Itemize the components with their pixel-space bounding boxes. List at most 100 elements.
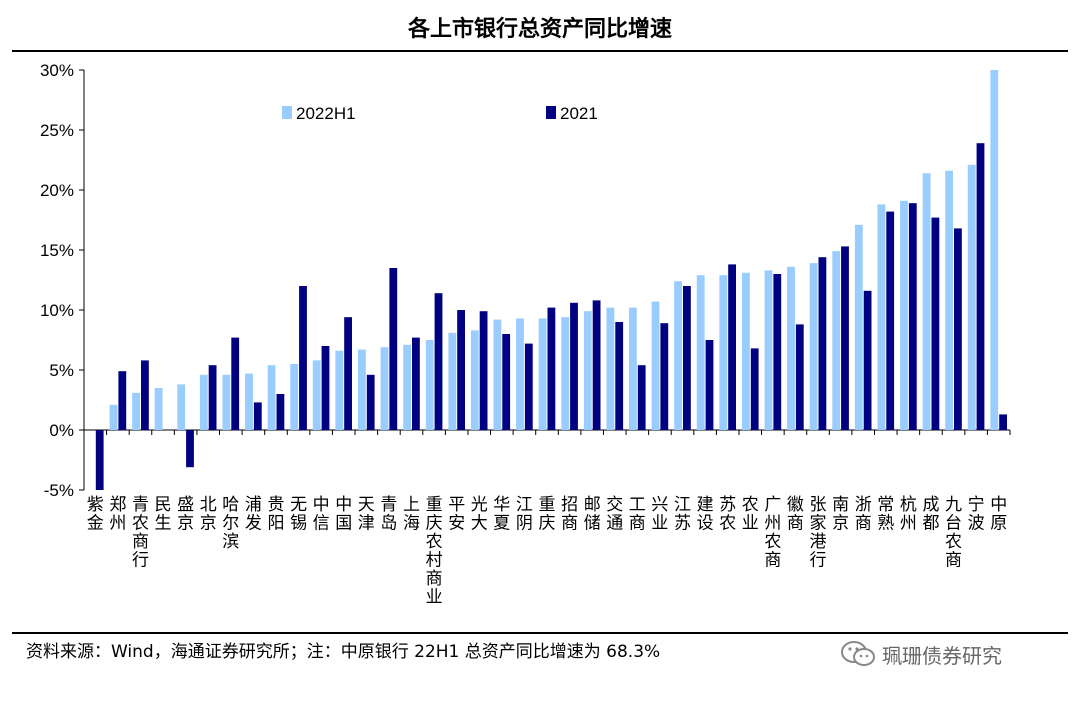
y-tick-label: 10% [40, 301, 74, 320]
y-tick-label: 20% [40, 181, 74, 200]
bar-2022h1 [583, 311, 592, 430]
bar-2022h1 [945, 170, 953, 431]
bar-2021 [795, 324, 804, 430]
bar-2021 [863, 290, 872, 430]
bar-2021 [773, 274, 782, 430]
bar-2021 [954, 228, 962, 430]
y-tick-label: -5% [44, 481, 74, 500]
bar-2021 [366, 374, 375, 430]
x-category-label: 南京 [832, 495, 849, 534]
x-category-label: 重庆农村商业 [426, 495, 443, 608]
source-note: 资料来源：Wind，海通证券研究所；注：中原银行 22H1 总资产同比增速为 6… [26, 642, 661, 662]
bar-2021 [186, 430, 194, 468]
legend-swatch-2021 [546, 106, 556, 119]
bar-2021 [253, 402, 262, 430]
x-category-label: 上海 [403, 495, 420, 534]
x-category-label: 招商 [561, 495, 578, 534]
bar-2021 [637, 365, 646, 430]
bar-2021 [931, 217, 940, 430]
watermark: 珮珊债券研究 [840, 638, 1060, 670]
bar-2022h1 [154, 388, 163, 430]
x-category-label: 兴业 [651, 495, 668, 534]
bar-2021 [502, 334, 511, 430]
bar-2022h1 [922, 173, 931, 430]
bar-2021 [276, 394, 285, 430]
x-category-label: 平安 [448, 495, 465, 534]
bar-2022h1 [380, 347, 389, 430]
x-category-label: 北京 [200, 495, 217, 534]
x-category-label: 紫金 [87, 495, 104, 534]
x-category-label: 贵阳 [268, 495, 285, 534]
x-category-label: 盛京 [177, 495, 194, 534]
bar-2021 [118, 371, 127, 430]
bar-2022h1 [425, 340, 434, 430]
wechat-icon [841, 641, 875, 666]
bar-2022h1 [787, 266, 795, 430]
x-category-label: 青岛 [380, 495, 397, 534]
legend-label-2021: 2021 [560, 104, 598, 123]
bar-2021 [524, 343, 533, 430]
bar-2022h1 [900, 200, 908, 430]
bar-2021 [434, 293, 443, 430]
bar-2022h1 [290, 364, 299, 430]
bar-2022h1 [335, 350, 344, 430]
bar-2021 [705, 340, 714, 430]
x-category-label: 哈尔滨 [222, 495, 239, 552]
x-category-label: 建设 [697, 495, 714, 534]
x-category-label: 江苏 [674, 495, 691, 534]
bar-2021 [479, 311, 488, 430]
bar-2022h1 [448, 332, 457, 430]
bar-2022h1 [696, 275, 705, 430]
bar-2021 [547, 307, 556, 430]
bar-2022h1 [177, 384, 186, 430]
bar-2021 [141, 360, 149, 430]
bar-2022h1 [516, 318, 524, 430]
bar-2021 [208, 365, 217, 430]
x-category-label: 重庆 [539, 495, 556, 534]
legend-swatch-2022h1 [282, 106, 292, 119]
bar-2021 [728, 264, 736, 430]
bar-2022h1 [742, 272, 750, 430]
bar-2021 [886, 211, 895, 430]
bar-2021 [592, 300, 601, 430]
bar-2022h1 [877, 204, 886, 430]
x-category-label: 工商 [629, 495, 646, 534]
bar-2022h1 [764, 270, 773, 430]
x-category-label: 光大 [471, 495, 488, 534]
bar-2022h1 [990, 70, 999, 430]
bar-2022h1 [967, 164, 976, 431]
bar-2021 [95, 430, 104, 490]
bar-2022h1 [854, 224, 863, 430]
bar-2021 [683, 286, 691, 430]
x-category-label: 江阴 [516, 495, 533, 534]
bar-2022h1 [561, 317, 570, 430]
bar-2021 [299, 286, 307, 430]
y-tick-label: 25% [40, 121, 74, 140]
x-category-label: 农业 [742, 495, 759, 534]
x-category-label: 无锡 [290, 495, 307, 534]
x-category-label: 浙商 [855, 495, 872, 534]
x-category-label: 张家港行 [810, 495, 827, 571]
bar-2021 [615, 322, 624, 430]
x-category-label: 郑州 [109, 495, 126, 534]
x-category-label: 宁波 [968, 495, 985, 534]
bar-2021 [841, 246, 849, 430]
chart-title: 各上市银行总资产同比增速 [12, 10, 1068, 52]
bar-2021 [570, 302, 578, 430]
bar-2021 [389, 268, 398, 430]
bar-2022h1 [674, 281, 682, 430]
chart-legend: 2022H1 2021 [282, 104, 598, 123]
bar-2022h1 [651, 301, 660, 430]
bar-2022h1 [267, 365, 276, 430]
bar-2022h1 [606, 307, 615, 430]
bar-2022h1 [132, 392, 140, 430]
x-category-label: 青农商行 [132, 495, 149, 571]
bar-2021 [750, 348, 759, 430]
bar-2021 [231, 337, 240, 430]
x-category-label: 中国 [335, 495, 352, 534]
bar-2022h1 [222, 374, 231, 430]
x-category-label: 苏农 [719, 495, 736, 534]
x-category-label: 交通 [606, 495, 623, 534]
bar-2022h1 [832, 251, 841, 430]
bar-2021 [976, 143, 985, 430]
